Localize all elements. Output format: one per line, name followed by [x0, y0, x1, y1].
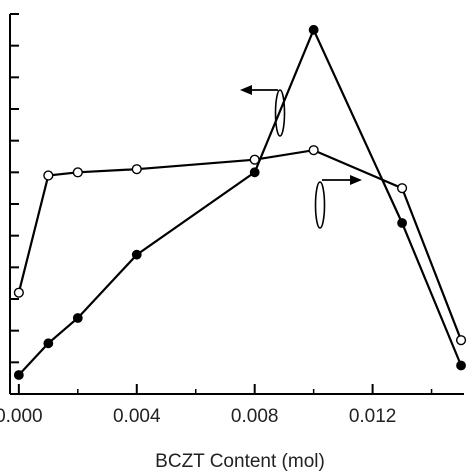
- data-point: [308, 24, 319, 35]
- series-lines: [17, 27, 463, 376]
- data-point: [13, 287, 24, 298]
- x-tick-label: 0.008: [231, 406, 279, 427]
- arrow-right-head: [350, 175, 362, 185]
- data-point: [43, 338, 54, 349]
- data-point: [397, 218, 407, 228]
- x-axis-title: BCZT Content (mol): [155, 451, 325, 472]
- data-point: [13, 370, 24, 380]
- series-line-1: [17, 27, 463, 376]
- plot-frame: [9, 14, 464, 395]
- x-tick-label: 0.004: [113, 406, 161, 427]
- series-points: [13, 24, 467, 380]
- arrow-left-curl: [274, 89, 286, 137]
- x-axis-ticks: 0.000 0.004 0.008 0.012: [0, 384, 433, 427]
- x-tick-label: 0.012: [349, 406, 397, 427]
- arrow-right-curl: [314, 181, 326, 229]
- data-point: [131, 164, 142, 175]
- data-point: [455, 335, 467, 346]
- y-axis-ticks: [10, 13, 19, 364]
- arrow-left-head: [240, 85, 252, 95]
- data-point: [396, 183, 408, 194]
- data-point: [43, 170, 54, 181]
- data-point: [249, 167, 260, 178]
- data-point: [72, 313, 83, 323]
- annotations: [240, 85, 362, 229]
- data-point: [249, 154, 260, 165]
- data-point: [456, 360, 466, 371]
- data-point: [308, 145, 319, 156]
- data-point: [131, 249, 142, 260]
- x-tick-label: 0.000: [0, 406, 43, 427]
- data-point: [72, 167, 83, 178]
